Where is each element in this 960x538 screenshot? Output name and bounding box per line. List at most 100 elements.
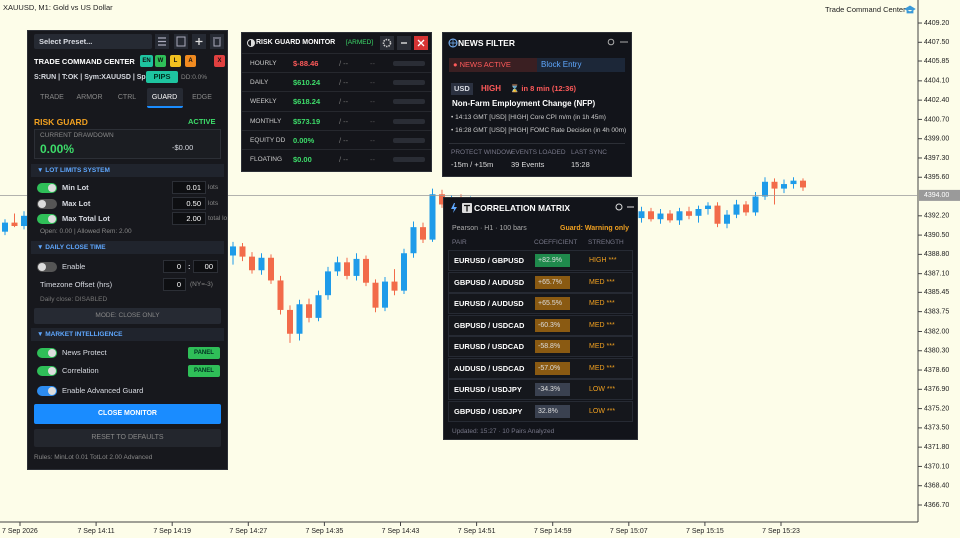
monitor-row: WEEKLY $618.24 / -- --	[242, 91, 431, 111]
price-axis-bg	[918, 0, 960, 538]
tab[interactable]: GUARD	[146, 88, 183, 108]
path	[449, 39, 457, 47]
label: [ARMED]	[346, 39, 374, 46]
candle-body	[781, 184, 787, 189]
lot-input[interactable]: 0.01	[172, 181, 206, 194]
coefficient: 32.8%	[535, 404, 570, 418]
lot-input[interactable]: 0.50	[172, 196, 206, 210]
candle	[705, 202, 711, 215]
label: Select Preset...	[39, 37, 93, 46]
lot-label: Max Total Lot	[62, 214, 110, 223]
candle-body	[724, 214, 730, 224]
x-tick-label: 7 Sep 15:23	[762, 528, 800, 535]
monitor-row: EQUITY DD 0.00% / -- --	[242, 129, 431, 150]
label[interactable]: MODE: CLOSE ONLY	[34, 308, 221, 324]
correlation-row: EURUSD / USDJPY -34.3% LOW ***	[448, 379, 633, 400]
circle	[607, 38, 615, 46]
row-limit: / --	[339, 97, 349, 107]
candle-body	[287, 309, 293, 334]
x-tick-label: 7 Sep 14:59	[534, 528, 572, 535]
monitor-controls[interactable]	[380, 36, 432, 51]
footer-label: LAST SYNC	[571, 149, 608, 156]
panel-button[interactable]: PANEL	[188, 347, 220, 359]
row-label: EQUITY DD	[250, 136, 286, 144]
candle-body	[2, 222, 8, 232]
toggle[interactable]	[37, 348, 57, 358]
toggle[interactable]	[37, 214, 57, 224]
candle-body	[239, 246, 246, 257]
preset-icons[interactable]	[152, 34, 227, 49]
candle-body	[420, 227, 426, 240]
candle-body	[344, 262, 350, 276]
candle	[391, 269, 398, 296]
tab[interactable]: EDGE	[192, 94, 212, 101]
panel-button[interactable]: PANEL	[188, 365, 220, 377]
label: -$0.00	[172, 143, 194, 152]
row-value: $618.24	[293, 97, 321, 107]
candle	[325, 266, 331, 300]
candle	[363, 255, 369, 287]
tab[interactable]: CTRL	[117, 94, 137, 101]
label[interactable]: Block Entry	[537, 58, 625, 72]
label: Daily close: DISABLED	[40, 296, 108, 303]
candle	[334, 256, 341, 276]
label: • 14:13 GMT [USD] [HIGH] Core CPI m/m (i…	[451, 114, 606, 121]
candle	[372, 279, 379, 313]
pair: EURUSD / USDJPY	[454, 385, 522, 394]
toggle[interactable]	[37, 366, 57, 376]
candle	[439, 189, 445, 208]
toggle[interactable]	[37, 183, 57, 193]
tab[interactable]: TRADE	[40, 94, 64, 101]
header-button[interactable]: W	[155, 55, 166, 67]
label: Rules: MinLot 0.01 TotLot 2.00 Advanced	[34, 454, 153, 461]
label: ▼ LOT LIMITS SYSTEM	[31, 164, 224, 177]
candle-body	[648, 211, 654, 220]
candle	[790, 177, 797, 189]
market-label: News Protect	[62, 348, 107, 357]
toggle[interactable]	[37, 198, 57, 209]
coefficient: +65.5%	[535, 297, 570, 310]
candle	[239, 243, 246, 262]
y-tick-label: 4390.50	[924, 232, 949, 239]
label[interactable]: 0	[163, 260, 186, 273]
header-button[interactable]: X	[214, 55, 225, 67]
current-price-box	[919, 189, 960, 201]
label[interactable]: PIPS	[146, 71, 178, 83]
label: NEWS FILTER	[458, 38, 515, 48]
label[interactable]: RESET TO DEFAULTS	[34, 429, 221, 447]
rect	[176, 36, 186, 47]
monitor-row: MONTHLY $573.19 / -- --	[242, 110, 431, 131]
circle	[615, 203, 623, 211]
x-tick-label: 7 Sep 14:43	[382, 528, 420, 535]
candle	[781, 179, 787, 194]
header-button[interactable]: L	[170, 55, 181, 67]
candle	[268, 254, 274, 284]
preset-select[interactable]: Select Preset...	[34, 34, 152, 49]
lot-input[interactable]: 2.00	[172, 212, 206, 225]
candle-body	[762, 181, 768, 197]
label[interactable]: 0	[163, 278, 186, 291]
row-value: $-88.46	[293, 59, 319, 68]
candle-body	[410, 227, 417, 254]
news-controls[interactable]	[606, 37, 631, 47]
correlation-controls[interactable]	[614, 202, 636, 212]
tab[interactable]: ARMOR	[76, 94, 103, 101]
label[interactable]: CLOSE MONITOR	[34, 404, 221, 424]
row-limit: / --	[339, 59, 349, 68]
tg[interactable]	[37, 386, 57, 396]
tg[interactable]	[37, 262, 57, 272]
pair: GBPUSD / AUDUSD	[454, 277, 525, 287]
candle-body	[657, 213, 664, 220]
header-button[interactable]: EN	[140, 55, 153, 67]
drawdown-box: CURRENT DRAWDOWN 0.00% -$0.00	[34, 129, 221, 159]
candle-body	[325, 271, 331, 296]
candle-body	[11, 222, 18, 227]
y-tick-label: 4376.90	[924, 386, 949, 393]
candle	[249, 252, 255, 274]
candle	[410, 221, 417, 258]
path	[417, 39, 425, 47]
header-button[interactable]: A	[185, 55, 196, 67]
label[interactable]: 00	[193, 260, 218, 273]
lot-label: Min Lot	[62, 183, 89, 192]
